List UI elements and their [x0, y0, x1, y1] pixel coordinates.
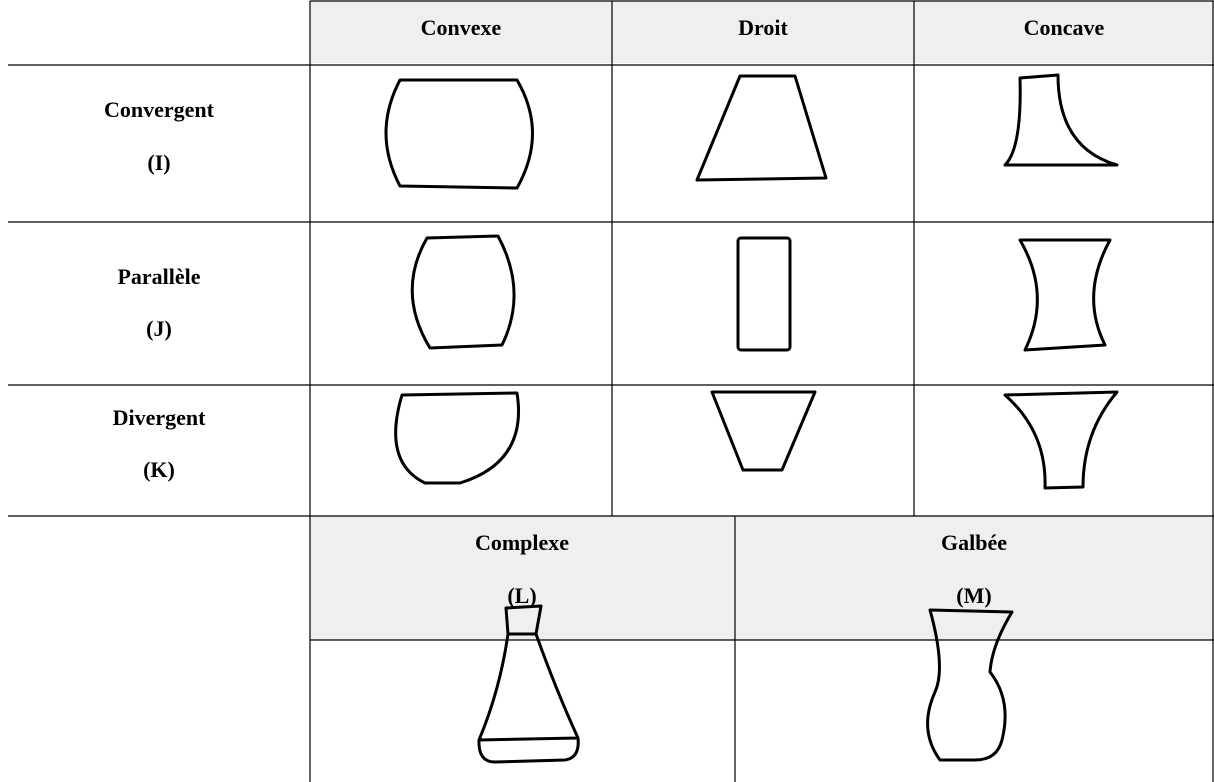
row-code: (K): [143, 457, 175, 482]
column-header: Droit: [738, 15, 788, 40]
extra-label: Galbée: [941, 530, 1007, 555]
shape: [384, 78, 534, 190]
shape: [1003, 73, 1119, 167]
row-label: Convergent: [104, 97, 215, 122]
row-code: (I): [147, 150, 170, 175]
row-code: (J): [146, 316, 172, 341]
header-bg: [310, 1, 1214, 63]
row-label: Parallèle: [117, 264, 200, 289]
shape: [394, 391, 520, 485]
grid: [8, 0, 1214, 782]
shape: [926, 608, 1014, 762]
row-label: Divergent: [113, 405, 207, 430]
extra-header-bg: [310, 516, 1214, 640]
shape: [477, 632, 580, 764]
extra-code: (L): [507, 583, 536, 608]
column-header: Concave: [1024, 15, 1105, 40]
shape: [1018, 238, 1112, 352]
shape: [695, 74, 828, 182]
shape: [1003, 390, 1119, 490]
shape: [410, 234, 516, 350]
shape: [710, 390, 817, 472]
column-header: Convexe: [421, 15, 502, 40]
shape: [736, 236, 792, 352]
shapes: [384, 73, 1119, 764]
extra-label: Complexe: [475, 530, 569, 555]
extra-code: (M): [956, 583, 991, 608]
